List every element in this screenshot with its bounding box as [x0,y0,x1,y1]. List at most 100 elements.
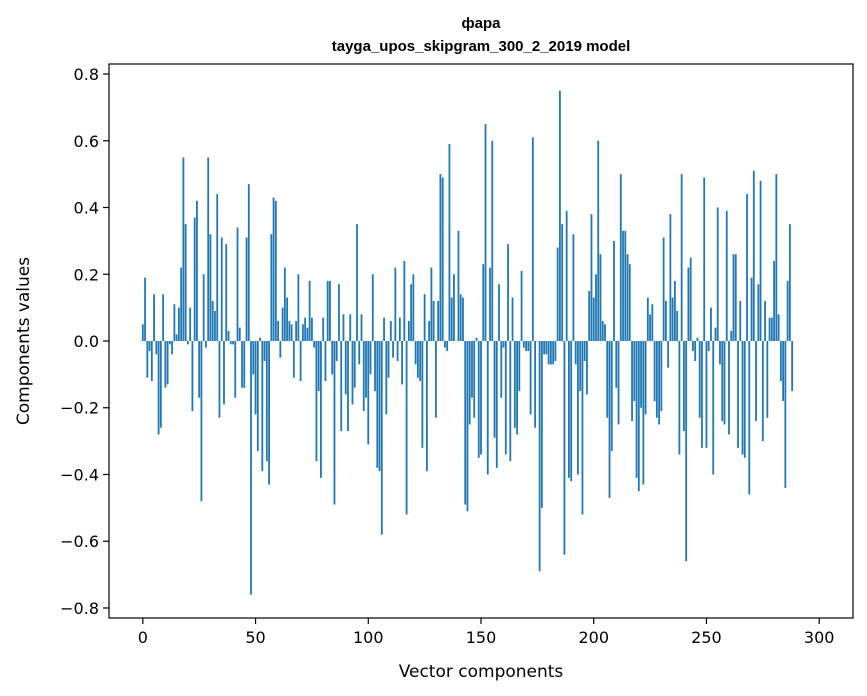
bar-283 [779,341,782,382]
bar-115 [401,341,403,385]
bar-108 [385,341,388,415]
bar-215 [626,254,629,341]
bar-104 [376,341,379,468]
bar-96 [358,341,361,365]
bar-53 [261,341,264,472]
bar-174 [534,341,537,428]
bar-288 [791,341,794,392]
x-tick-label: 100 [353,628,384,647]
x-axis-label: Vector components [399,662,564,682]
bar-90 [344,341,347,395]
bar-276 [764,300,766,341]
bar-220 [637,341,640,492]
bar-249 [703,177,706,341]
bar-136 [448,144,451,341]
bar-23 [193,217,196,341]
bar-63 [283,267,286,341]
bars-group [141,90,794,595]
x-tick-label: 250 [691,628,722,647]
bar-36 [223,341,225,405]
bar-247 [698,341,701,418]
bar-102 [371,274,374,341]
bar-76 [313,341,316,348]
bar-160 [502,341,505,348]
bar-259 [725,210,728,341]
bar-132 [439,174,442,341]
bar-270 [750,277,753,341]
bar-248 [701,341,703,448]
bar-79 [320,341,322,478]
bar-170 [525,341,527,352]
bar-167 [518,341,521,392]
bar-92 [349,314,352,341]
bar-60 [277,320,279,341]
bar-4 [150,341,153,382]
bar-281 [775,174,778,341]
bar-133 [441,177,444,341]
bar-127 [428,320,431,341]
bar-128 [430,267,433,341]
bar-172 [529,341,532,415]
bar-197 [586,341,588,395]
bar-19 [184,224,187,341]
bar-37 [225,244,228,341]
bar-186 [561,224,564,341]
bar-20 [187,341,189,345]
bar-113 [396,341,399,362]
bar-230 [660,341,663,412]
bar-195 [581,341,584,515]
bar-100 [367,341,370,445]
bar-168 [520,270,523,341]
bar-117 [405,341,408,515]
bar-285 [784,341,787,488]
bar-265 [739,300,742,341]
bar-166 [516,341,518,435]
bar-212 [619,174,622,341]
bar-284 [782,341,785,402]
bar-121 [414,341,417,365]
bar-106 [380,341,383,535]
bar-262 [732,254,735,341]
bar-208 [610,341,613,452]
bar-56 [268,341,270,485]
bar-31 [211,300,214,341]
y-tick-label: −0.8 [60,599,99,618]
bar-238 [678,341,681,455]
bar-35 [220,237,223,341]
bar-231 [662,237,665,341]
bar-205 [604,324,606,341]
chart-title: фара [462,15,502,32]
bar-256 [719,341,721,365]
y-axis-label: Components values [14,257,34,425]
bar-48 [250,341,252,595]
bar-267 [743,341,746,458]
bar-125 [423,294,426,341]
bar-30 [209,234,212,341]
bar-83 [329,280,331,341]
bar-107 [383,317,385,341]
bar-137 [450,297,453,341]
bar-46 [245,237,248,341]
bar-94 [353,341,356,388]
bar-151 [482,264,485,341]
bar-278 [768,317,771,341]
bar-258 [723,341,726,425]
bar-192 [574,341,577,365]
bar-103 [374,341,376,392]
bar-217 [631,341,633,422]
bar-34 [218,341,221,418]
bar-198 [588,290,591,341]
bar-27 [202,274,205,341]
bar-163 [509,341,512,462]
bar-260 [728,341,730,435]
bar-194 [579,341,582,392]
y-tick-label: −0.2 [60,399,99,418]
bar-155 [491,140,494,341]
bar-255 [716,207,719,341]
bar-252 [710,307,712,341]
bar-67 [292,341,295,378]
bar-8 [159,341,162,428]
bar-112 [394,267,397,341]
bar-245 [694,341,697,362]
